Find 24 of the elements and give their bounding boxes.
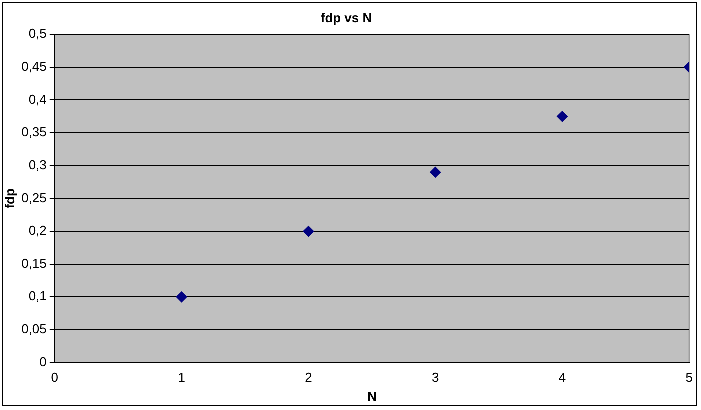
y-axis-title: fdp	[2, 188, 18, 209]
chart-title: fdp vs N	[320, 10, 372, 26]
y-tick-label: 0,1	[28, 288, 47, 304]
x-axis-title: N	[367, 388, 377, 404]
y-tick-label: 0	[40, 354, 47, 370]
y-tick-label: 0,25	[22, 190, 47, 206]
y-tick-label: 0,2	[28, 223, 47, 238]
y-tick-label: 0,05	[22, 322, 47, 337]
y-tick-label: 0,35	[22, 124, 47, 140]
y-tick-label: 0,3	[28, 157, 47, 172]
x-tick-label: 1	[178, 370, 186, 386]
point	[303, 226, 314, 238]
y-tick-label: 0,45	[22, 59, 47, 74]
point	[176, 292, 188, 303]
point	[556, 111, 568, 122]
x-tick-label: 0	[51, 370, 59, 386]
point	[430, 166, 442, 178]
x-tick-label: 2	[305, 370, 312, 386]
y-tick-label: 0,15	[22, 256, 47, 271]
y-tick-label: 0,5	[28, 26, 47, 42]
x-tick-label: 3	[432, 370, 440, 386]
x-tick-label: 5	[686, 370, 693, 386]
x-tick-label: 4	[558, 370, 566, 386]
y-tick-label: 0,4	[28, 92, 47, 107]
